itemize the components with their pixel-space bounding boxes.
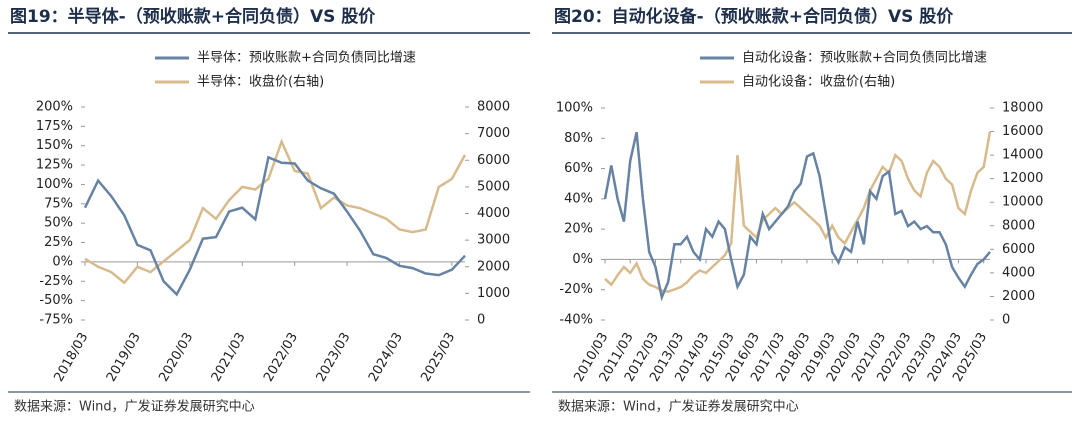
y-tick-label: 150%	[36, 138, 73, 153]
y-tick-label: 175%	[36, 119, 73, 134]
y-tick-label: -20%	[559, 282, 593, 297]
y-tick-label: 80%	[564, 131, 593, 146]
y-tick-label: 40%	[564, 191, 593, 206]
legend-label: 自动化设备：收盘价(右轴)	[742, 74, 895, 90]
y-tick-label: 100%	[556, 101, 593, 116]
y-tick-label: -40%	[559, 313, 593, 328]
y2-tick-label: 8000	[1002, 218, 1035, 233]
y-tick-label: 50%	[44, 216, 73, 231]
y-tick-label: 0%	[52, 254, 73, 269]
y2-tick-label: 0	[477, 313, 485, 328]
y2-tick-label: 6000	[477, 153, 510, 168]
y2-tick-label: 5000	[477, 179, 510, 194]
x-tick-label: 2024/03	[366, 330, 406, 384]
y-tick-label: 200%	[36, 100, 73, 115]
y2-tick-label: 14000	[1002, 148, 1043, 163]
series-line	[603, 131, 991, 302]
chart-title: 图20：自动化设备-（预收账款+合同负债）VS 股价	[554, 6, 954, 27]
y-tick-label: 125%	[36, 158, 73, 173]
y2-tick-label: 18000	[1002, 101, 1043, 116]
y-tick-label: -25%	[39, 274, 73, 289]
source: 数据来源：Wind，广发证券发展研究中心	[14, 399, 255, 415]
y2-tick-label: 3000	[477, 233, 510, 248]
y2-tick-label: 16000	[1002, 124, 1043, 139]
y-tick-label: 0%	[572, 252, 593, 267]
x-tick-label: 2025/03	[418, 330, 458, 384]
y-tick-label: -75%	[39, 313, 73, 328]
legend-label: 半导体：收盘价(右轴)	[197, 74, 324, 90]
x-tick-label: 2023/03	[314, 330, 354, 384]
x-tick-label: 2020/03	[156, 330, 196, 384]
chart-title: 图19：半导体-（预收账款+合同负债）VS 股价	[10, 6, 376, 27]
y2-tick-label: 7000	[477, 126, 510, 141]
y2-tick-label: 4000	[1002, 265, 1035, 280]
y-tick-label: 20%	[564, 222, 593, 237]
y2-tick-label: 1000	[477, 286, 510, 301]
y-tick-label: 25%	[44, 235, 73, 250]
source: 数据来源：Wind，广发证券发展研究中心	[558, 399, 799, 415]
x-tick-label: 2018/03	[51, 330, 91, 384]
y2-tick-label: 12000	[1002, 171, 1043, 186]
y2-tick-label: 2000	[477, 259, 510, 274]
series-line	[604, 131, 992, 293]
y-tick-label: 60%	[564, 161, 593, 176]
x-tick-label: 2019/03	[104, 330, 144, 384]
legend-label: 自动化设备：预收账款+合同负债同比增速	[742, 50, 987, 66]
y2-tick-label: 4000	[477, 206, 510, 221]
x-tick-label: 2021/03	[209, 330, 249, 384]
y2-tick-label: 0	[1002, 313, 1010, 328]
y-tick-label: -50%	[39, 293, 73, 308]
legend-label: 半导体：预收账款+合同负债同比增速	[197, 51, 416, 66]
y2-tick-label: 10000	[1002, 195, 1043, 210]
x-tick-label: 2022/03	[261, 330, 301, 384]
y-tick-label: 75%	[44, 196, 73, 211]
y-tick-label: 100%	[36, 177, 73, 192]
y2-tick-label: 8000	[477, 100, 510, 115]
y2-tick-label: 6000	[1002, 242, 1035, 257]
y2-tick-label: 2000	[1002, 289, 1035, 304]
series-line	[83, 155, 466, 297]
